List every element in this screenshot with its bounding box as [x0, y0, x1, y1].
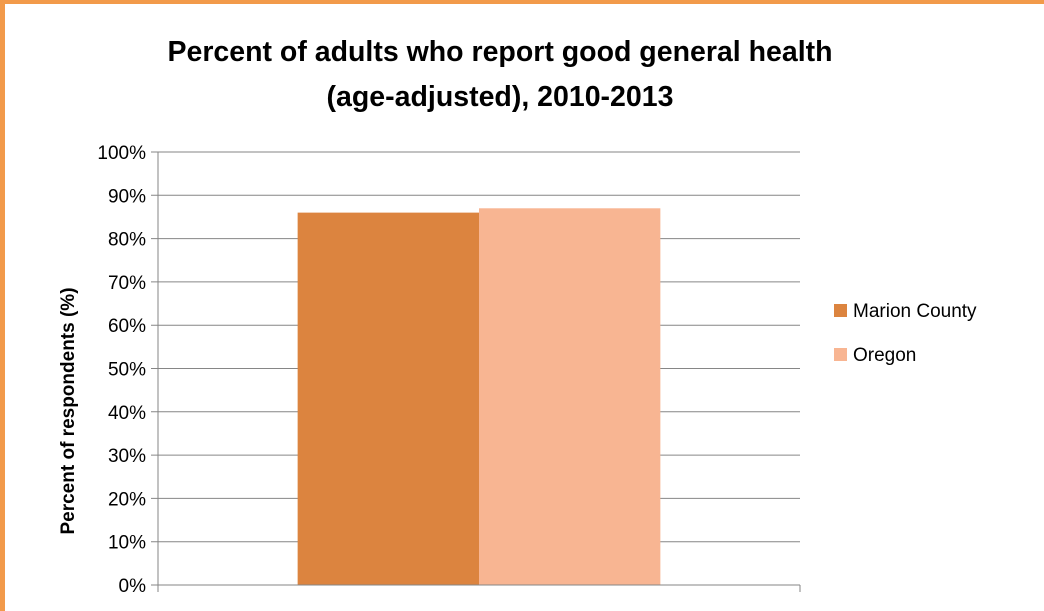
legend-label: Oregon	[853, 345, 916, 366]
y-tick-label: 70%	[108, 273, 146, 294]
legend-swatch	[834, 348, 847, 361]
y-tick-label: 80%	[108, 230, 146, 251]
y-tick-label: 0%	[119, 576, 147, 597]
bar-oregon	[479, 208, 661, 586]
y-tick-label: 40%	[108, 403, 146, 424]
bar-marion-county	[297, 212, 479, 585]
axes	[157, 152, 801, 592]
y-tick-label: 90%	[108, 186, 146, 207]
bars	[297, 208, 661, 586]
y-tick-label: 60%	[108, 316, 146, 337]
y-tick-label: 100%	[97, 143, 146, 164]
legend-swatch	[834, 304, 847, 317]
chart-title-line-2: (age-adjusted), 2010-2013	[326, 81, 674, 113]
y-tick-label: 50%	[108, 360, 146, 381]
y-tick-label: 30%	[108, 446, 146, 467]
y-axis-label: Percent of respondents (%)	[58, 287, 79, 534]
y-tick-label: 20%	[108, 489, 146, 510]
legend: Marion County Oregon	[834, 301, 977, 366]
legend-label: Marion County	[853, 301, 977, 322]
y-tick-label: 10%	[108, 533, 146, 554]
chart-title-line-1: Percent of adults who report good genera…	[167, 36, 833, 68]
chart-title: Percent of adults who report good genera…	[60, 30, 940, 120]
y-tick-labels: 0% 10% 20% 30% 40% 50% 60% 70% 80% 90% 100%	[97, 143, 146, 597]
